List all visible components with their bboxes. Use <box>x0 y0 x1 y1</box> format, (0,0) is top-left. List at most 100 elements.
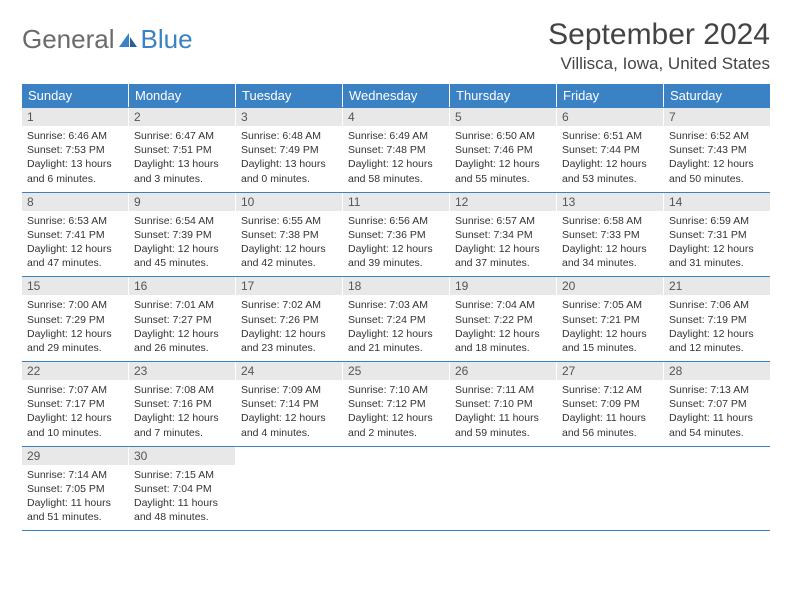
day-number: 6 <box>557 108 663 126</box>
day-body: Sunrise: 6:56 AMSunset: 7:36 PMDaylight:… <box>343 211 449 277</box>
day-number: 17 <box>236 277 342 295</box>
weekday-header: Sunday <box>22 84 129 107</box>
weekday-header: Friday <box>557 84 664 107</box>
day-body: Sunrise: 7:01 AMSunset: 7:27 PMDaylight:… <box>129 295 235 361</box>
logo-sail-icon <box>117 31 139 49</box>
day-cell: 17Sunrise: 7:02 AMSunset: 7:26 PMDayligh… <box>236 277 343 361</box>
day-cell: 5Sunrise: 6:50 AMSunset: 7:46 PMDaylight… <box>450 108 557 192</box>
day-cell: 20Sunrise: 7:05 AMSunset: 7:21 PMDayligh… <box>557 277 664 361</box>
day-cell: 23Sunrise: 7:08 AMSunset: 7:16 PMDayligh… <box>129 362 236 446</box>
day-body: Sunrise: 7:02 AMSunset: 7:26 PMDaylight:… <box>236 295 342 361</box>
day-number: 15 <box>22 277 128 295</box>
week-row: 8Sunrise: 6:53 AMSunset: 7:41 PMDaylight… <box>22 192 770 277</box>
day-cell: 2Sunrise: 6:47 AMSunset: 7:51 PMDaylight… <box>129 108 236 192</box>
day-cell: 18Sunrise: 7:03 AMSunset: 7:24 PMDayligh… <box>343 277 450 361</box>
day-number: 7 <box>664 108 770 126</box>
day-cell: 27Sunrise: 7:12 AMSunset: 7:09 PMDayligh… <box>557 362 664 446</box>
day-body: Sunrise: 7:08 AMSunset: 7:16 PMDaylight:… <box>129 380 235 446</box>
day-body: Sunrise: 7:06 AMSunset: 7:19 PMDaylight:… <box>664 295 770 361</box>
day-body: Sunrise: 6:55 AMSunset: 7:38 PMDaylight:… <box>236 211 342 277</box>
weekday-header: Thursday <box>450 84 557 107</box>
day-cell <box>236 447 343 531</box>
day-body: Sunrise: 7:07 AMSunset: 7:17 PMDaylight:… <box>22 380 128 446</box>
day-number: 22 <box>22 362 128 380</box>
day-cell: 25Sunrise: 7:10 AMSunset: 7:12 PMDayligh… <box>343 362 450 446</box>
day-number: 29 <box>22 447 128 465</box>
week-row: 22Sunrise: 7:07 AMSunset: 7:17 PMDayligh… <box>22 361 770 446</box>
day-number: 10 <box>236 193 342 211</box>
day-number: 27 <box>557 362 663 380</box>
day-cell: 22Sunrise: 7:07 AMSunset: 7:17 PMDayligh… <box>22 362 129 446</box>
day-number: 1 <box>22 108 128 126</box>
day-number: 25 <box>343 362 449 380</box>
day-cell: 12Sunrise: 6:57 AMSunset: 7:34 PMDayligh… <box>450 193 557 277</box>
week-row: 29Sunrise: 7:14 AMSunset: 7:05 PMDayligh… <box>22 446 770 532</box>
day-body: Sunrise: 6:53 AMSunset: 7:41 PMDaylight:… <box>22 211 128 277</box>
day-number: 11 <box>343 193 449 211</box>
weekday-header: Tuesday <box>236 84 343 107</box>
day-cell: 6Sunrise: 6:51 AMSunset: 7:44 PMDaylight… <box>557 108 664 192</box>
day-cell: 8Sunrise: 6:53 AMSunset: 7:41 PMDaylight… <box>22 193 129 277</box>
day-body: Sunrise: 6:51 AMSunset: 7:44 PMDaylight:… <box>557 126 663 192</box>
day-body: Sunrise: 6:59 AMSunset: 7:31 PMDaylight:… <box>664 211 770 277</box>
day-body: Sunrise: 6:50 AMSunset: 7:46 PMDaylight:… <box>450 126 556 192</box>
day-body: Sunrise: 6:54 AMSunset: 7:39 PMDaylight:… <box>129 211 235 277</box>
day-body: Sunrise: 7:00 AMSunset: 7:29 PMDaylight:… <box>22 295 128 361</box>
day-cell <box>343 447 450 531</box>
day-number: 12 <box>450 193 556 211</box>
day-body: Sunrise: 6:48 AMSunset: 7:49 PMDaylight:… <box>236 126 342 192</box>
day-number: 2 <box>129 108 235 126</box>
day-cell: 15Sunrise: 7:00 AMSunset: 7:29 PMDayligh… <box>22 277 129 361</box>
day-cell: 14Sunrise: 6:59 AMSunset: 7:31 PMDayligh… <box>664 193 770 277</box>
day-cell: 28Sunrise: 7:13 AMSunset: 7:07 PMDayligh… <box>664 362 770 446</box>
day-body: Sunrise: 6:46 AMSunset: 7:53 PMDaylight:… <box>22 126 128 192</box>
day-body: Sunrise: 7:14 AMSunset: 7:05 PMDaylight:… <box>22 465 128 531</box>
day-number: 24 <box>236 362 342 380</box>
day-cell: 29Sunrise: 7:14 AMSunset: 7:05 PMDayligh… <box>22 447 129 531</box>
day-number: 9 <box>129 193 235 211</box>
day-number: 21 <box>664 277 770 295</box>
weekday-header: Monday <box>129 84 236 107</box>
day-cell: 26Sunrise: 7:11 AMSunset: 7:10 PMDayligh… <box>450 362 557 446</box>
day-cell: 16Sunrise: 7:01 AMSunset: 7:27 PMDayligh… <box>129 277 236 361</box>
day-body: Sunrise: 7:10 AMSunset: 7:12 PMDaylight:… <box>343 380 449 446</box>
day-cell: 11Sunrise: 6:56 AMSunset: 7:36 PMDayligh… <box>343 193 450 277</box>
day-body: Sunrise: 7:04 AMSunset: 7:22 PMDaylight:… <box>450 295 556 361</box>
day-body: Sunrise: 7:03 AMSunset: 7:24 PMDaylight:… <box>343 295 449 361</box>
day-cell: 21Sunrise: 7:06 AMSunset: 7:19 PMDayligh… <box>664 277 770 361</box>
day-cell: 3Sunrise: 6:48 AMSunset: 7:49 PMDaylight… <box>236 108 343 192</box>
day-cell: 24Sunrise: 7:09 AMSunset: 7:14 PMDayligh… <box>236 362 343 446</box>
day-number: 13 <box>557 193 663 211</box>
day-cell <box>450 447 557 531</box>
day-number: 14 <box>664 193 770 211</box>
day-number: 3 <box>236 108 342 126</box>
location: Villisca, Iowa, United States <box>548 54 770 74</box>
title-block: September 2024 Villisca, Iowa, United St… <box>548 18 770 74</box>
day-body: Sunrise: 7:11 AMSunset: 7:10 PMDaylight:… <box>450 380 556 446</box>
day-number: 30 <box>129 447 235 465</box>
week-row: 1Sunrise: 6:46 AMSunset: 7:53 PMDaylight… <box>22 107 770 192</box>
day-number: 18 <box>343 277 449 295</box>
day-number: 5 <box>450 108 556 126</box>
day-cell: 10Sunrise: 6:55 AMSunset: 7:38 PMDayligh… <box>236 193 343 277</box>
weeks-container: 1Sunrise: 6:46 AMSunset: 7:53 PMDaylight… <box>22 107 770 531</box>
month-title: September 2024 <box>548 18 770 52</box>
day-cell: 19Sunrise: 7:04 AMSunset: 7:22 PMDayligh… <box>450 277 557 361</box>
day-number: 8 <box>22 193 128 211</box>
day-body: Sunrise: 7:12 AMSunset: 7:09 PMDaylight:… <box>557 380 663 446</box>
weekday-header: Saturday <box>664 84 770 107</box>
day-cell <box>557 447 664 531</box>
day-cell <box>664 447 770 531</box>
day-cell: 9Sunrise: 6:54 AMSunset: 7:39 PMDaylight… <box>129 193 236 277</box>
weekday-row: SundayMondayTuesdayWednesdayThursdayFrid… <box>22 84 770 107</box>
day-body: Sunrise: 7:09 AMSunset: 7:14 PMDaylight:… <box>236 380 342 446</box>
day-body: Sunrise: 6:52 AMSunset: 7:43 PMDaylight:… <box>664 126 770 192</box>
day-body: Sunrise: 7:15 AMSunset: 7:04 PMDaylight:… <box>129 465 235 531</box>
day-body: Sunrise: 7:13 AMSunset: 7:07 PMDaylight:… <box>664 380 770 446</box>
logo-text-blue: Blue <box>141 24 193 55</box>
day-body: Sunrise: 6:49 AMSunset: 7:48 PMDaylight:… <box>343 126 449 192</box>
calendar: SundayMondayTuesdayWednesdayThursdayFrid… <box>22 84 770 531</box>
day-body: Sunrise: 6:58 AMSunset: 7:33 PMDaylight:… <box>557 211 663 277</box>
day-cell: 1Sunrise: 6:46 AMSunset: 7:53 PMDaylight… <box>22 108 129 192</box>
day-body: Sunrise: 7:05 AMSunset: 7:21 PMDaylight:… <box>557 295 663 361</box>
